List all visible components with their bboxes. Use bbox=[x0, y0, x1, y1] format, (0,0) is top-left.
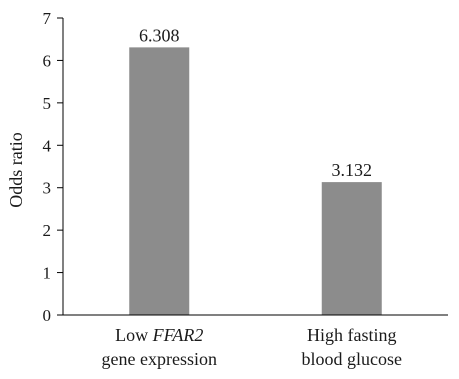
y-tick-label: 5 bbox=[43, 94, 52, 113]
bars bbox=[129, 47, 382, 316]
axes bbox=[62, 18, 448, 316]
x-category-label-line2: blood glucose bbox=[302, 349, 403, 369]
bar bbox=[321, 182, 382, 315]
x-axis-category-labels: Low FFAR2 gene expression High fasting bloo… bbox=[102, 325, 402, 369]
y-tick-label: 2 bbox=[43, 221, 52, 240]
y-tick-label: 4 bbox=[43, 136, 52, 155]
bar-value-label: 3.132 bbox=[332, 160, 373, 180]
y-tick-label: 7 bbox=[43, 9, 52, 28]
y-axis-title: Odds ratio bbox=[6, 132, 26, 208]
y-tick-label: 0 bbox=[43, 306, 52, 325]
bar-value-label: 6.308 bbox=[139, 25, 180, 45]
y-tick-label: 1 bbox=[43, 264, 52, 283]
bar bbox=[129, 47, 190, 316]
x-category-label-line1: Low FFAR2 bbox=[115, 325, 203, 345]
y-tick-label: 3 bbox=[43, 179, 52, 198]
y-tick-label: 6 bbox=[43, 51, 52, 70]
x-category-label-line2: gene expression bbox=[102, 349, 217, 369]
y-axis-title-group: Odds ratio bbox=[6, 132, 26, 208]
y-axis-ticks: 0 1 2 3 4 5 6 7 bbox=[43, 9, 63, 325]
bar-value-labels: 6.308 3.132 bbox=[139, 25, 372, 180]
x-category-label-line1: High fasting bbox=[307, 325, 397, 345]
